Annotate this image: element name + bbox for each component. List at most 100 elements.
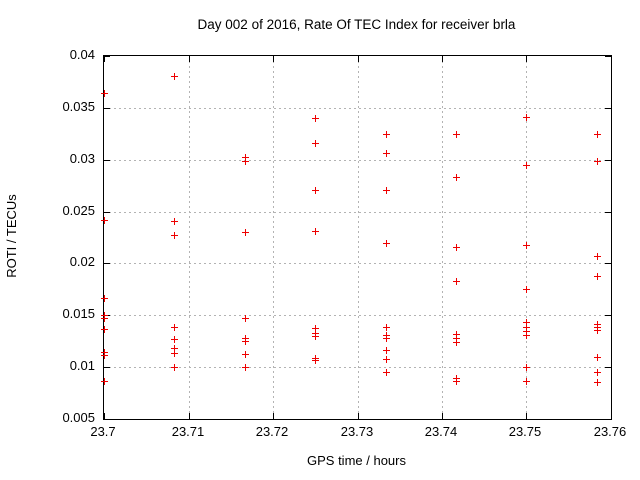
marker-stroke (315, 357, 316, 364)
data-point-marker (383, 240, 390, 247)
marker-stroke (104, 217, 105, 224)
plot-area (101, 55, 612, 420)
y-axis-label: ROTI / TECUs (4, 194, 19, 278)
y-gridline (104, 315, 611, 316)
x-tick-mark (526, 56, 527, 62)
data-point-marker (523, 162, 530, 169)
x-tick-mark (189, 56, 190, 62)
x-tick-label: 23.76 (593, 424, 627, 439)
data-point-marker (453, 131, 460, 138)
x-tick-mark (442, 413, 443, 419)
marker-stroke (526, 114, 527, 121)
x-tick-mark (273, 56, 274, 62)
x-tick-label: 23.74 (424, 424, 458, 439)
data-point-marker (171, 218, 178, 225)
marker-stroke (597, 131, 598, 138)
marker-stroke (315, 187, 316, 194)
marker-stroke (386, 324, 387, 331)
data-point-marker (523, 319, 530, 326)
marker-stroke (456, 131, 457, 138)
data-point-marker (383, 187, 390, 194)
y-tick-mark (104, 212, 110, 213)
data-point-marker (594, 253, 601, 260)
marker-stroke (456, 331, 457, 338)
data-point-marker (312, 357, 319, 364)
data-point-marker (101, 90, 108, 97)
marker-stroke (456, 278, 457, 285)
data-point-marker (453, 335, 460, 342)
x-tick-mark (442, 56, 443, 62)
data-point-marker (101, 326, 108, 333)
data-point-marker (312, 115, 319, 122)
marker-stroke (315, 333, 316, 340)
data-point-marker (383, 356, 390, 363)
marker-stroke (174, 218, 175, 225)
marker-stroke (386, 335, 387, 342)
data-point-marker (171, 364, 178, 371)
y-tick-mark (104, 419, 110, 420)
y-tick-label: 0.01 (69, 358, 95, 373)
data-point-marker (312, 140, 319, 147)
y-tick-mark (605, 419, 611, 420)
marker-stroke (245, 315, 246, 322)
marker-stroke (456, 244, 457, 251)
marker-stroke (104, 378, 105, 385)
y-tick-label: 0.015 (62, 306, 95, 321)
y-gridline (104, 212, 611, 213)
marker-stroke (174, 232, 175, 239)
y-tick-label: 0.005 (62, 410, 95, 425)
marker-stroke (526, 319, 527, 326)
y-tick-mark (605, 56, 611, 57)
marker-stroke (174, 345, 175, 352)
marker-stroke (174, 324, 175, 331)
data-point-marker (242, 154, 249, 161)
marker-stroke (104, 326, 105, 333)
marker-stroke (245, 229, 246, 236)
marker-stroke (597, 158, 598, 165)
marker-stroke (456, 339, 457, 346)
marker-stroke (386, 150, 387, 157)
y-tick-mark (605, 212, 611, 213)
data-point-marker (594, 131, 601, 138)
y-tick-label: 0.035 (62, 99, 95, 114)
data-point-marker (242, 364, 249, 371)
x-gridline (189, 56, 190, 419)
data-point-marker (242, 315, 249, 322)
y-tick-label: 0.025 (62, 203, 95, 218)
data-point-marker (242, 351, 249, 358)
y-tick-mark (605, 315, 611, 316)
data-point-marker (171, 73, 178, 80)
data-point-marker (312, 187, 319, 194)
y-tick-label: 0.04 (69, 47, 95, 62)
data-point-marker (453, 331, 460, 338)
marker-stroke (526, 378, 527, 385)
data-point-marker (101, 217, 108, 224)
y-tick-label: 0.02 (69, 254, 95, 269)
data-point-marker (523, 286, 530, 293)
x-tick-label: 23.73 (340, 424, 374, 439)
y-tick-mark (605, 367, 611, 368)
data-point-marker (101, 295, 108, 302)
y-tick-mark (605, 263, 611, 264)
marker-stroke (315, 140, 316, 147)
marker-stroke (597, 354, 598, 361)
data-point-marker (594, 327, 601, 334)
data-point-marker (523, 332, 530, 339)
data-point-marker (312, 228, 319, 235)
marker-stroke (526, 332, 527, 339)
marker-stroke (315, 115, 316, 122)
data-point-marker (523, 378, 530, 385)
marker-stroke (245, 158, 246, 165)
x-tick-mark (526, 413, 527, 419)
x-tick-mark (358, 56, 359, 62)
x-tick-mark (611, 413, 612, 419)
data-point-marker (101, 315, 108, 322)
marker-stroke (174, 336, 175, 343)
marker-stroke (456, 335, 457, 342)
data-point-marker (101, 352, 108, 359)
marker-stroke (174, 73, 175, 80)
marker-stroke (315, 325, 316, 332)
marker-stroke (597, 273, 598, 280)
marker-stroke (386, 356, 387, 363)
data-point-marker (523, 242, 530, 249)
